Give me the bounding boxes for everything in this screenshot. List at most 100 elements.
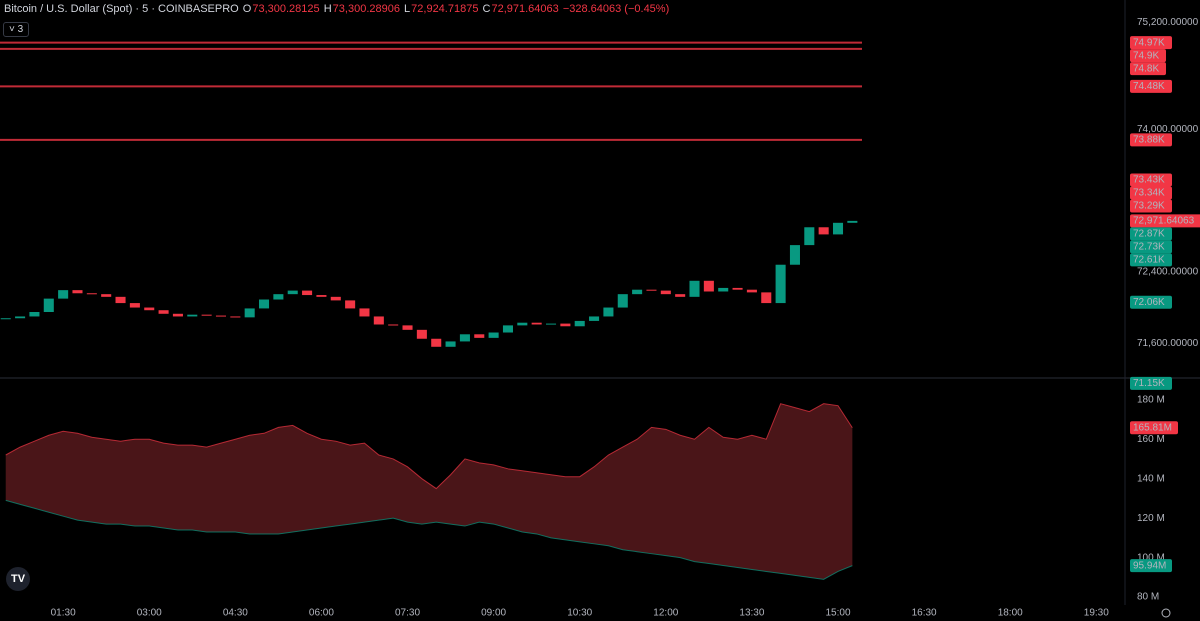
candle [488, 332, 499, 338]
price-tag: 74.48K [1133, 81, 1165, 92]
candle [287, 290, 298, 295]
band-line [5, 403, 853, 490]
y-tick-label: 75,200.00000 [1137, 17, 1199, 28]
price-tag: 74.8K [1133, 63, 1159, 74]
x-tick-label: 12:00 [653, 608, 678, 619]
x-tick-label: 07:30 [395, 608, 420, 619]
candle [560, 323, 571, 327]
open: 73,300.28125 [252, 3, 320, 15]
price-tag: 72.06K [1133, 297, 1165, 308]
x-tick-label: 03:00 [137, 608, 162, 619]
candle [646, 289, 657, 291]
candle [115, 296, 126, 304]
candle [431, 338, 442, 347]
candle [0, 318, 11, 320]
y-tick-label: 140 M [1137, 473, 1165, 484]
candle [617, 294, 628, 308]
candle [15, 316, 26, 319]
low: 72,924.71875 [411, 3, 479, 15]
candle [775, 264, 786, 304]
price-tag: 72.73K [1133, 242, 1165, 253]
candle [330, 296, 341, 301]
price-tag-bg [1130, 376, 1172, 390]
price-tag: 73.43K [1133, 175, 1165, 186]
x-tick-label: 04:30 [223, 608, 248, 619]
price-tag-bg [1130, 421, 1178, 435]
y-tick-label: 71,600.00000 [1137, 338, 1199, 349]
candle [675, 294, 686, 297]
price-tag-bg [1130, 36, 1172, 50]
logo[interactable]: TV [6, 567, 30, 591]
price-tag-bg [1130, 214, 1200, 228]
price-tag-bg [1130, 133, 1172, 147]
candle [574, 320, 585, 327]
y-tick-label: 180 M [1137, 394, 1165, 405]
price-tag-bg [1130, 227, 1172, 241]
candle [345, 300, 356, 309]
settings-icon[interactable] [1161, 608, 1171, 618]
candle [517, 322, 528, 326]
candle [359, 308, 370, 317]
h-label: H [323, 3, 332, 15]
price-tag: 74.9K [1133, 50, 1159, 61]
candle [215, 315, 227, 317]
candle [187, 314, 198, 317]
x-tick-label: 13:30 [739, 608, 764, 619]
candle [459, 334, 470, 342]
candle [244, 308, 255, 318]
candle [388, 324, 399, 326]
candle [416, 329, 427, 339]
price-tag: 73.34K [1133, 188, 1165, 199]
price-tag-bg [1130, 253, 1172, 267]
candle [316, 295, 327, 297]
candle [589, 316, 600, 321]
price-tag: 165.81M [1133, 422, 1172, 433]
price-tag: 72.87K [1133, 229, 1165, 240]
price-tag-bg [1130, 186, 1172, 200]
price-tag: 72,971.64063 [1133, 216, 1195, 227]
candle [72, 290, 83, 294]
candle [761, 292, 772, 304]
price-tag: 95.94M [1133, 560, 1166, 571]
y-tick-label: 80 M [1137, 592, 1159, 603]
y-tick-label: 74,000.00000 [1137, 124, 1199, 135]
price-tag-bg [1130, 49, 1166, 63]
price-tag-bg [1130, 559, 1172, 573]
l-label: L [404, 3, 411, 15]
candle [632, 289, 643, 295]
candle [689, 280, 700, 297]
candle [129, 303, 140, 308]
candle [302, 290, 313, 296]
candle [58, 290, 69, 299]
candle [144, 307, 155, 311]
o-label: O [242, 3, 252, 15]
candle [158, 310, 169, 314]
symbol: Bitcoin / U.S. Dollar (Spot) · 5 · COINB… [4, 3, 239, 15]
candle [660, 290, 671, 295]
price-tag-bg [1130, 79, 1172, 93]
x-tick-label: 10:30 [567, 608, 592, 619]
price-tag: 73.29K [1133, 201, 1165, 212]
candle [818, 227, 829, 235]
x-tick-label: 16:30 [912, 608, 937, 619]
candle [531, 322, 542, 325]
price-tag: 73.88K [1133, 135, 1165, 146]
indicator-toggle[interactable]: ˅ 3 [3, 22, 30, 37]
band-fill [5, 403, 853, 580]
legend-header: Bitcoin / U.S. Dollar (Spot) · 5 · COINB… [4, 3, 670, 15]
candle [545, 323, 557, 325]
candle [474, 334, 485, 338]
price-tag: 72.61K [1133, 255, 1165, 266]
price-tag-bg [1130, 62, 1166, 76]
candle [732, 287, 743, 290]
candle [402, 325, 413, 330]
candle [259, 299, 270, 309]
candle [29, 312, 40, 317]
candle [43, 298, 54, 312]
candle [445, 341, 456, 347]
candle [804, 227, 815, 246]
candle [230, 316, 241, 318]
price-tag: 74.97K [1133, 37, 1165, 48]
